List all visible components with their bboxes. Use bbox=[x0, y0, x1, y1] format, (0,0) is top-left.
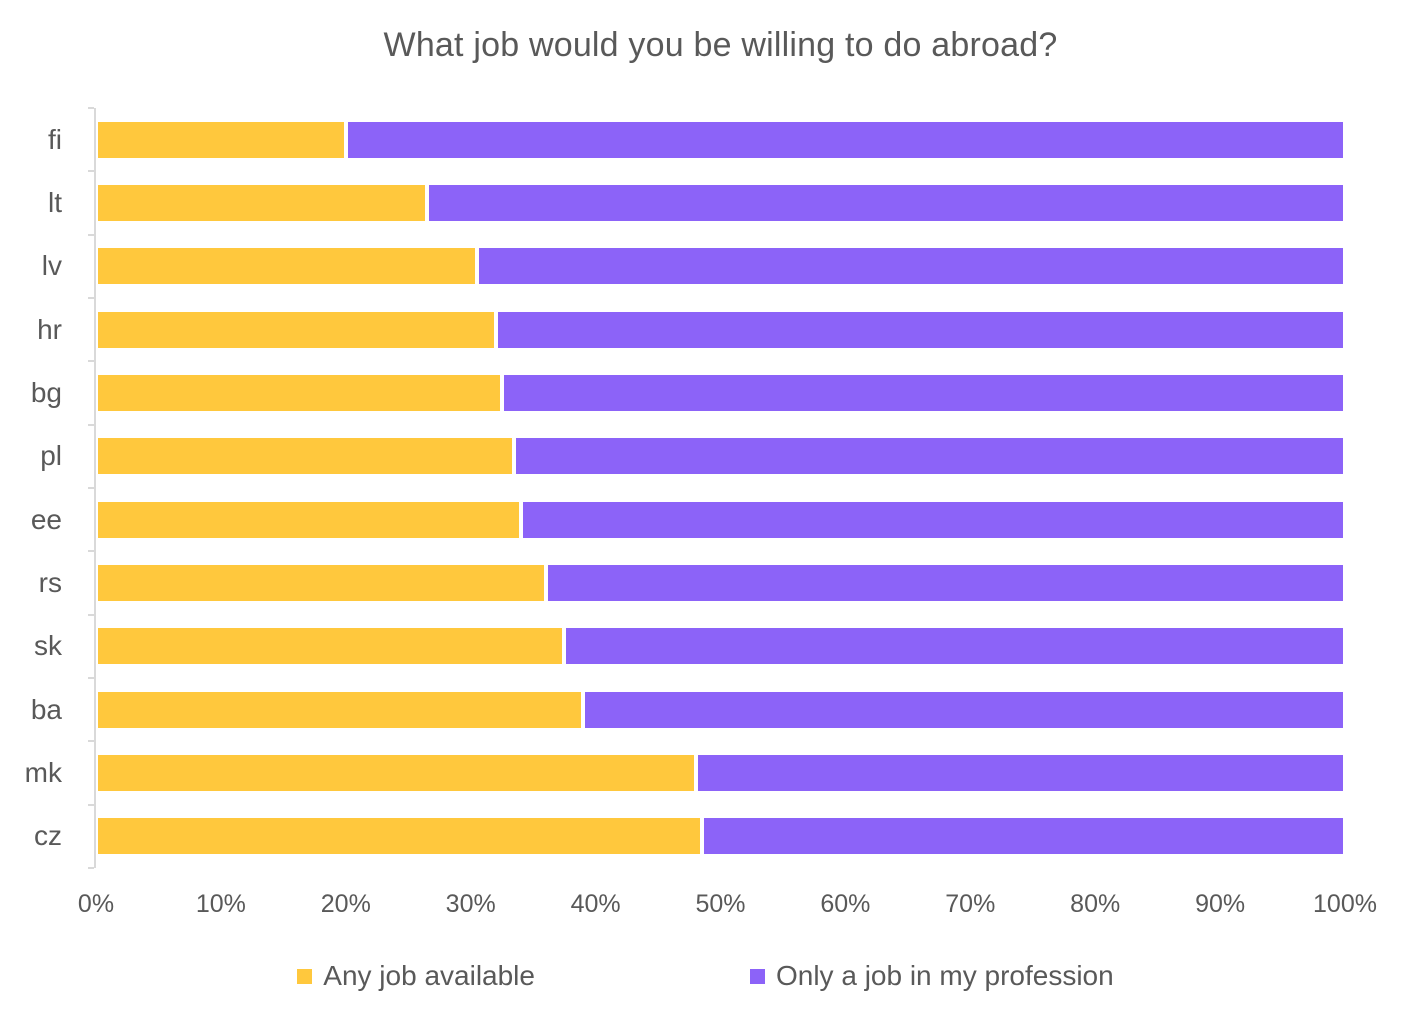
chart-title: What job would you be willing to do abro… bbox=[383, 26, 1058, 64]
bar-segment-any-job bbox=[96, 689, 584, 730]
stacked-bar bbox=[96, 182, 1345, 223]
bar-segment-profession bbox=[701, 816, 1345, 857]
bar-segment-profession bbox=[476, 246, 1345, 287]
bar-row: hr bbox=[37, 298, 1345, 361]
bar-segment-profession bbox=[545, 562, 1345, 603]
bar-segment-any-job bbox=[96, 309, 496, 350]
category-axis-tick bbox=[88, 234, 94, 236]
stacked-bar bbox=[96, 816, 1345, 857]
category-axis-tick bbox=[88, 107, 94, 109]
bar-segment-any-job bbox=[96, 816, 702, 857]
value-axis-tick-label: 10% bbox=[195, 890, 246, 918]
value-axis-tick-label: 80% bbox=[1070, 890, 1121, 918]
category-axis-line bbox=[94, 108, 96, 868]
bar-row: mk bbox=[25, 741, 1345, 804]
bar-row: sk bbox=[34, 615, 1345, 678]
bar-segment-profession bbox=[583, 689, 1345, 730]
category-axis-tick bbox=[88, 614, 94, 616]
bar-segment-any-job bbox=[96, 182, 427, 223]
bar-row: fi bbox=[48, 108, 1345, 171]
category-axis-tick bbox=[88, 804, 94, 806]
legend-label: Only a job in my profession bbox=[775, 960, 1114, 991]
category-axis-tick bbox=[88, 740, 94, 742]
stacked-bar bbox=[96, 309, 1345, 350]
stacked-bar bbox=[96, 626, 1345, 667]
category-label: ba bbox=[30, 693, 62, 725]
bar-segment-any-job bbox=[96, 562, 546, 603]
legend-swatch-icon bbox=[749, 968, 765, 984]
value-axis-tick-label: 0% bbox=[77, 890, 115, 918]
category-label: bg bbox=[30, 376, 62, 408]
bar-segment-profession bbox=[345, 119, 1345, 160]
category-label: lt bbox=[48, 186, 62, 218]
bar-row: lt bbox=[48, 171, 1345, 234]
legend-label: Any job available bbox=[323, 960, 535, 991]
bar-row: ee bbox=[31, 488, 1345, 551]
bar-segment-profession bbox=[426, 182, 1345, 223]
bar-segment-any-job bbox=[96, 752, 696, 793]
legend: Any job available Only a job in my profes… bbox=[0, 960, 1411, 992]
value-axis-tick-label: 20% bbox=[320, 890, 371, 918]
legend-item: Only a job in my profession bbox=[749, 960, 1114, 992]
stacked-bar bbox=[96, 752, 1345, 793]
category-axis-tick bbox=[88, 550, 94, 552]
bar-segment-profession bbox=[564, 626, 1345, 667]
plot-area: fi lt lv hr bg pl ee rs sk ba mk cz bbox=[25, 107, 1345, 869]
bar-segment-profession bbox=[695, 752, 1345, 793]
category-label: hr bbox=[37, 313, 62, 345]
bar-row: cz bbox=[34, 805, 1345, 868]
bar-row: bg bbox=[31, 361, 1345, 424]
category-label: ee bbox=[30, 503, 62, 535]
value-axis-tick-label: 50% bbox=[695, 890, 746, 918]
bar-row: rs bbox=[39, 551, 1345, 614]
bar-row: pl bbox=[40, 425, 1345, 488]
bar-segment-any-job bbox=[96, 499, 521, 540]
category-label: pl bbox=[40, 440, 62, 472]
value-axis-tick-label: 30% bbox=[445, 890, 496, 918]
bar-segment-profession bbox=[501, 372, 1345, 413]
stacked-bar bbox=[96, 499, 1345, 540]
bar-row: ba bbox=[31, 678, 1345, 741]
stacked-bar bbox=[96, 562, 1345, 603]
bar-segment-any-job bbox=[96, 372, 502, 413]
value-axis-tick-label: 100% bbox=[1313, 890, 1377, 918]
stacked-bar bbox=[96, 119, 1345, 160]
category-axis-tick bbox=[88, 487, 94, 489]
category-label: fi bbox=[48, 123, 62, 155]
stacked-bar bbox=[96, 436, 1345, 477]
category-axis-tick bbox=[88, 677, 94, 679]
bar-segment-profession bbox=[495, 309, 1345, 350]
value-axis-tick-label: 40% bbox=[570, 890, 621, 918]
bar-segment-any-job bbox=[96, 119, 346, 160]
stacked-bar bbox=[96, 689, 1345, 730]
value-axis-tick-label: 60% bbox=[820, 890, 871, 918]
value-axis-tick-label: 90% bbox=[1195, 890, 1246, 918]
category-label: mk bbox=[24, 756, 62, 788]
category-label: rs bbox=[38, 566, 62, 598]
category-axis-tick bbox=[88, 297, 94, 299]
bar-segment-profession bbox=[520, 499, 1345, 540]
stacked-bar bbox=[96, 246, 1345, 287]
category-label: sk bbox=[34, 630, 62, 662]
value-axis-tick-label: 70% bbox=[945, 890, 996, 918]
legend-item: Any job available bbox=[297, 960, 535, 992]
legend-swatch-icon bbox=[297, 968, 313, 984]
bar-segment-any-job bbox=[96, 626, 565, 667]
category-label: lv bbox=[41, 250, 62, 282]
category-axis-tick bbox=[88, 170, 94, 172]
value-axis: 0% 10% 20% 30% 40% 50% 60% 70% 80% 90% 100% bbox=[78, 890, 1377, 924]
category-axis-tick bbox=[88, 867, 94, 869]
category-axis-tick bbox=[88, 424, 94, 426]
bar-rows: fi lt lv hr bg pl ee rs sk ba mk cz bbox=[25, 108, 1345, 868]
bar-segment-any-job bbox=[96, 246, 477, 287]
bar-segment-profession bbox=[514, 436, 1345, 477]
bar-row: lv bbox=[42, 235, 1345, 298]
bar-segment-any-job bbox=[96, 436, 515, 477]
category-axis-tick bbox=[88, 360, 94, 362]
category-label: cz bbox=[34, 820, 62, 852]
stacked-bar bbox=[96, 372, 1345, 413]
